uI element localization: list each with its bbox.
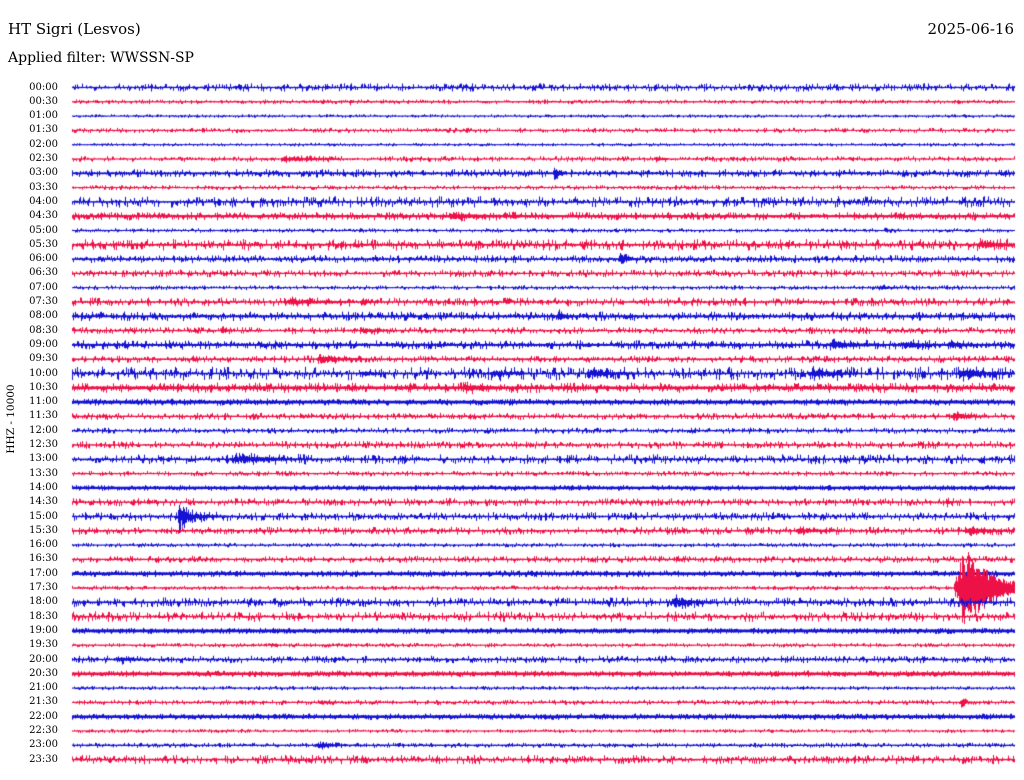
time-label: 05:00 <box>29 224 58 236</box>
time-label: 21:00 <box>29 682 58 694</box>
time-label: 04:00 <box>29 195 58 207</box>
filter-label: Applied filter: WWSSN-SP <box>8 50 194 66</box>
time-label: 05:30 <box>29 238 58 250</box>
station-title: HT Sigri (Lesvos) <box>8 20 141 38</box>
time-label: 14:00 <box>29 481 58 493</box>
time-label: 14:30 <box>29 496 58 508</box>
time-label: 23:30 <box>29 753 58 765</box>
time-label: 20:30 <box>29 667 58 679</box>
time-label: 18:00 <box>29 596 58 608</box>
time-label: 22:30 <box>29 725 58 736</box>
time-label: 03:00 <box>29 167 58 179</box>
time-label: 11:00 <box>29 396 58 408</box>
time-label: 21:30 <box>29 696 58 708</box>
time-label: 19:00 <box>29 624 58 636</box>
time-label: 03:30 <box>29 181 58 193</box>
time-label: 00:30 <box>29 95 58 107</box>
time-label: 07:00 <box>29 281 58 293</box>
time-label: 13:30 <box>29 467 58 479</box>
time-label: 02:00 <box>29 138 58 150</box>
time-label: 00:00 <box>29 81 58 93</box>
time-label: 06:00 <box>29 253 58 265</box>
time-label: 01:30 <box>29 124 58 136</box>
time-label: 19:30 <box>29 639 58 651</box>
time-label: 09:30 <box>29 353 58 365</box>
time-label: 06:30 <box>29 267 58 279</box>
time-label: 16:30 <box>29 553 58 565</box>
time-label: 17:30 <box>29 582 58 593</box>
time-label: 11:30 <box>29 410 58 422</box>
time-label: 04:30 <box>29 210 58 222</box>
time-label: 15:30 <box>29 524 58 536</box>
time-label: 12:30 <box>29 439 58 450</box>
time-label: 23:00 <box>29 739 58 751</box>
time-label: 17:00 <box>29 567 58 579</box>
time-label: 07:30 <box>29 296 58 307</box>
time-label: 08:30 <box>29 324 58 336</box>
date-label: 2025-06-16 <box>927 20 1014 38</box>
time-label: 08:00 <box>29 310 58 322</box>
time-label: 10:00 <box>29 367 58 379</box>
time-label: 20:00 <box>29 653 58 665</box>
time-label: 02:30 <box>29 153 58 164</box>
time-label: 22:00 <box>29 710 58 722</box>
time-label: 16:00 <box>29 539 58 551</box>
time-label: 15:00 <box>29 510 58 522</box>
time-label: 13:00 <box>29 453 58 465</box>
time-label: 09:00 <box>29 338 58 350</box>
time-label: 01:00 <box>29 110 58 122</box>
time-label: 10:30 <box>29 381 58 393</box>
time-label: 18:30 <box>29 610 58 622</box>
time-label: 12:00 <box>29 424 58 436</box>
